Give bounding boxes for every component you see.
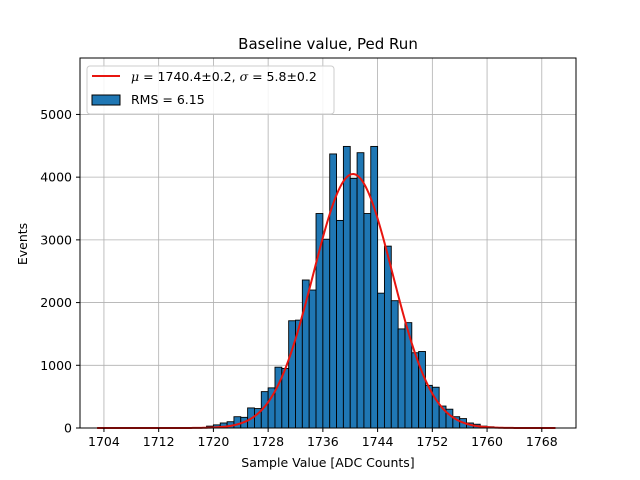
- x-tick-label: 1744: [362, 434, 394, 449]
- histogram-bar: [274, 366, 283, 429]
- legend-histogram-swatch: [91, 94, 121, 106]
- histogram-bar: [349, 177, 358, 429]
- histogram-bar: [322, 238, 331, 429]
- histogram-bar: [383, 245, 392, 429]
- y-tick-label: 1000: [40, 358, 72, 373]
- x-axis-ticks: 1704 1712 1720 1728 1736 1744 1752 1760 1768: [88, 428, 558, 449]
- legend-fit-label: μ = 1740.4±0.2, σ = 5.8±0.2: [131, 69, 317, 84]
- histogram-bar: [431, 386, 440, 429]
- y-tick-label: 0: [64, 421, 72, 436]
- histogram-bars: [206, 145, 495, 429]
- x-tick-label: 1704: [88, 434, 120, 449]
- legend-box: [86, 65, 335, 115]
- histogram-bar: [418, 351, 426, 429]
- y-tick-label: 4000: [40, 170, 72, 185]
- histogram-bar: [288, 320, 296, 429]
- chart-title: Baseline value, Ped Run: [238, 35, 418, 53]
- x-tick-label: 1768: [526, 434, 558, 449]
- y-tick-label: 2000: [40, 295, 72, 310]
- x-axis-label: Sample Value [ADC Counts]: [241, 455, 414, 470]
- histogram-bar: [377, 292, 385, 429]
- histogram-bar: [363, 213, 372, 429]
- plot-frame: [79, 57, 577, 429]
- x-tick-label: 1720: [198, 434, 230, 449]
- x-tick-label: 1760: [471, 434, 503, 449]
- y-tick-label: 5000: [40, 107, 72, 122]
- histogram-bar: [370, 145, 379, 429]
- histogram-bar: [411, 352, 420, 429]
- histogram-bar: [233, 416, 242, 429]
- x-tick-label: 1728: [252, 434, 284, 449]
- x-tick-label: 1712: [143, 434, 175, 449]
- histogram-bar: [342, 145, 351, 429]
- histogram-bar: [315, 213, 324, 429]
- y-tick-label: 3000: [40, 232, 72, 247]
- histogram-bar: [356, 152, 365, 429]
- legend-histogram-label: RMS = 6.15: [131, 92, 205, 107]
- legend: μ = 1740.4±0.2, σ = 5.8±0.2 RMS = 6.15: [86, 65, 335, 115]
- histogram-bar: [390, 300, 399, 429]
- histogram-bar: [308, 289, 317, 429]
- y-axis-ticks: 0 1000 2000 3000 4000 5000: [40, 107, 80, 436]
- y-axis-label: Events: [15, 223, 30, 265]
- x-tick-label: 1752: [416, 434, 448, 449]
- histogram-bar: [336, 219, 344, 429]
- x-tick-label: 1736: [307, 434, 339, 449]
- histogram-bar: [397, 328, 406, 429]
- histogram-bar: [281, 367, 290, 429]
